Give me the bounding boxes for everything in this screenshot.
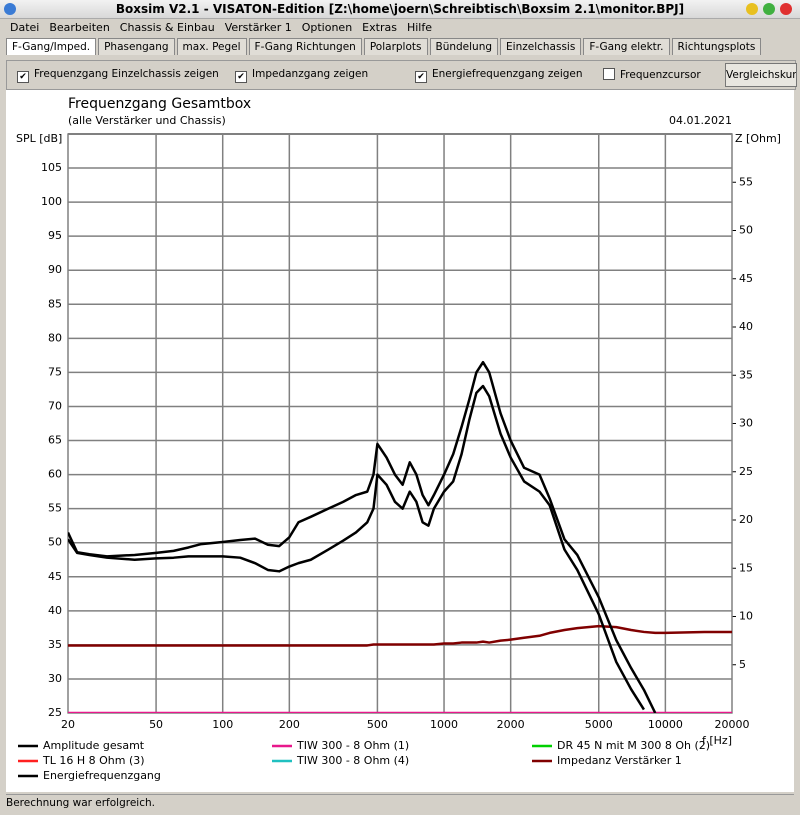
menu-item[interactable]: Extras — [362, 21, 397, 34]
y-tick-label: 35 — [48, 638, 62, 651]
y2-tick-label: 55 — [739, 175, 753, 188]
tab[interactable]: Einzelchassis — [500, 38, 582, 55]
x-tick-label: 200 — [279, 718, 300, 731]
y2-axis-label: Z [Ohm] — [735, 132, 781, 145]
option-label: Energiefrequenzgang zeigen — [432, 68, 583, 80]
chart-date: 04.01.2021 — [669, 114, 732, 127]
menu-item[interactable]: Optionen — [301, 21, 353, 34]
y-tick-label: 80 — [48, 331, 62, 344]
x-tick-label: 50 — [149, 718, 163, 731]
option-label: Frequenzcursor — [620, 69, 701, 81]
x-tick-label: 1000 — [430, 718, 458, 731]
legend-label: TIW 300 - 8 Ohm (1) — [296, 739, 409, 752]
x-tick-label: 500 — [367, 718, 388, 731]
option[interactable]: ✔ Frequenzgang Einzelchassis zeigen — [17, 68, 219, 83]
tab[interactable]: Bündelung — [429, 38, 499, 55]
y-tick-label: 65 — [48, 434, 62, 447]
status-text: Berechnung war erfolgreich. — [6, 797, 155, 809]
option-label: Impedanzgang zeigen — [252, 68, 369, 80]
x-tick-label: 100 — [212, 718, 233, 731]
y-tick-label: 75 — [48, 365, 62, 378]
x-tick-label: 2000 — [497, 718, 525, 731]
compare-button[interactable]: Vergleichskur — [725, 63, 797, 87]
tab[interactable]: Polarplots — [363, 38, 428, 55]
y2-tick-label: 30 — [739, 417, 753, 430]
y-tick-label: 85 — [48, 297, 62, 310]
y-tick-label: 105 — [41, 161, 62, 174]
checkbox[interactable]: ✔ — [17, 71, 29, 83]
title-bar: Boxsim V2.1 - VISATON-Edition [Z:\home\j… — [0, 0, 800, 19]
plot-area — [67, 133, 733, 714]
y2-tick-label: 40 — [739, 320, 753, 333]
option-label: Frequenzgang Einzelchassis zeigen — [34, 68, 219, 80]
option[interactable]: ✔ Impedanzgang zeigen — [235, 68, 368, 83]
menu-item[interactable]: Datei — [10, 21, 40, 34]
status-bar: Berechnung war erfolgreich. — [6, 794, 794, 812]
tab[interactable]: F-Gang/Imped. — [6, 38, 97, 55]
tab[interactable]: F-Gang Richtungen — [248, 38, 362, 55]
x-tick-label: 20000 — [715, 718, 750, 731]
menu-item[interactable]: Hilfe — [406, 21, 432, 34]
series-line — [68, 360, 657, 713]
tab[interactable]: max. Pegel — [176, 38, 247, 55]
x-tick-label: 10000 — [648, 718, 683, 731]
chart-title: Frequenzgang Gesamtbox — [68, 96, 251, 112]
checkbox[interactable]: ✔ — [235, 71, 247, 83]
x-axis-label: f [Hz] — [702, 734, 732, 747]
menu-item[interactable]: Verstärker 1 — [224, 21, 292, 34]
series-line — [68, 384, 645, 711]
option[interactable]: Frequenzcursor — [603, 68, 701, 81]
close-button[interactable] — [780, 3, 792, 15]
y2-tick-label: 25 — [739, 465, 753, 478]
x-tick-label: 5000 — [585, 718, 613, 731]
plot-lines — [68, 360, 732, 713]
y-axis-label: SPL [dB] — [16, 132, 62, 145]
y2-tick-label: 45 — [739, 272, 753, 285]
menu-item[interactable]: Bearbeiten — [49, 21, 110, 34]
x-tick-label: 20 — [61, 718, 75, 731]
menu-item[interactable]: Chassis & Einbau — [119, 21, 215, 34]
y2-tick-label: 50 — [739, 224, 753, 237]
y2-tick-label: 20 — [739, 513, 753, 526]
window-title: Boxsim V2.1 - VISATON-Edition [Z:\home\j… — [115, 2, 685, 16]
legend-label: TIW 300 - 8 Ohm (4) — [296, 754, 409, 767]
series-line — [68, 624, 732, 647]
y-tick-label: 60 — [48, 468, 62, 481]
tab[interactable]: F-Gang elektr. — [583, 38, 670, 55]
chart-subtitle: (alle Verstärker und Chassis) — [68, 114, 226, 127]
y-tick-label: 95 — [48, 229, 62, 242]
legend-label: DR 45 N mit M 300 8 Oh (2) — [557, 739, 710, 752]
y-tick-label: 45 — [48, 570, 62, 583]
tab-bar: F-Gang/Imped. Phasengang max. Pegel F-Gang … — [6, 38, 763, 56]
legend-label: Impedanz Verstärker 1 — [557, 754, 682, 767]
y-tick-label: 50 — [48, 536, 62, 549]
y-tick-label: 55 — [48, 502, 62, 515]
app-icon — [4, 3, 16, 15]
legend-label: Energiefrequenzgang — [43, 769, 161, 782]
options-panel: ✔ Frequenzgang Einzelchassis zeigen ✔ Impe… — [6, 60, 797, 90]
checkbox[interactable]: ✔ — [415, 71, 427, 83]
y-tick-label: 70 — [48, 399, 62, 412]
maximize-button[interactable] — [763, 3, 775, 15]
y2-tick-label: 35 — [739, 368, 753, 381]
y-tick-label: 100 — [41, 195, 62, 208]
y2-tick-label: 5 — [739, 658, 746, 671]
tab[interactable]: Phasengang — [98, 38, 175, 55]
option[interactable]: ✔ Energiefrequenzgang zeigen — [415, 68, 583, 83]
y-tick-label: 40 — [48, 604, 62, 617]
minimize-button[interactable] — [746, 3, 758, 15]
tab[interactable]: Richtungsplots — [671, 38, 762, 55]
y-tick-label: 90 — [48, 263, 62, 276]
legend-label: Amplitude gesamt — [43, 739, 145, 752]
legend-label: TL 16 H 8 Ohm (3) — [42, 754, 145, 767]
y2-tick-label: 10 — [739, 610, 753, 623]
checkbox[interactable] — [603, 68, 615, 80]
menu-bar: Datei Bearbeiten Chassis & Einbau Verstärke… — [0, 19, 800, 37]
y-tick-label: 25 — [48, 706, 62, 719]
y2-tick-label: 15 — [739, 561, 753, 574]
chart: Frequenzgang Gesamtbox (alle Verstärker … — [6, 90, 794, 792]
y-tick-label: 30 — [48, 672, 62, 685]
